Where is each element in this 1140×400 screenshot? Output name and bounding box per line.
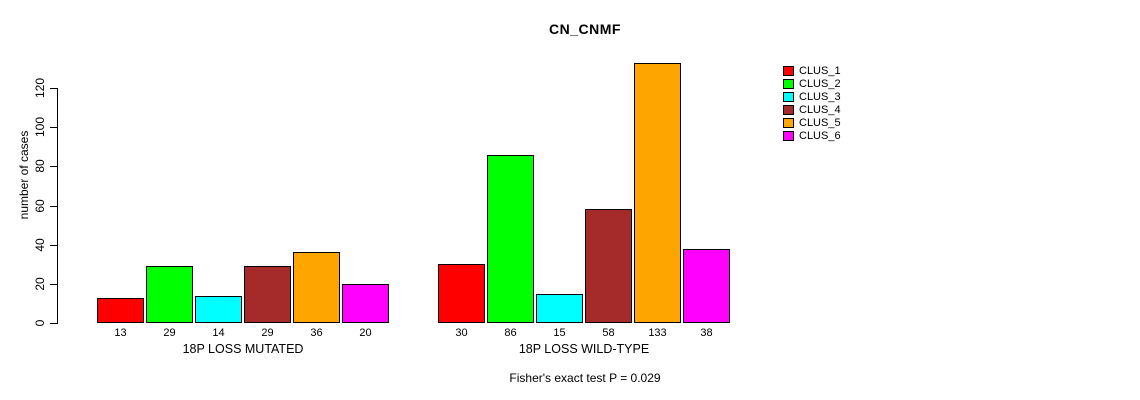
bar — [438, 264, 485, 323]
group-label-wildtype: 18P LOSS WILD-TYPE — [518, 342, 650, 356]
y-tick-mark — [50, 283, 57, 285]
legend-label: CLUS_4 — [799, 103, 841, 116]
legend-row: CLUS_2 — [783, 77, 841, 90]
bar-value-label: 13 — [114, 327, 127, 339]
bar — [634, 63, 681, 323]
legend-swatch — [783, 104, 794, 115]
bar — [97, 298, 144, 323]
y-tick-label: 20 — [33, 277, 47, 291]
y-tick-label: 0 — [33, 319, 47, 327]
bar — [536, 294, 583, 323]
footnote: Fisher's exact test P = 0.029 — [509, 371, 661, 385]
y-axis-line — [57, 88, 58, 324]
legend-row: CLUS_1 — [783, 64, 841, 77]
legend-label: CLUS_1 — [799, 64, 841, 77]
legend-row: CLUS_5 — [783, 116, 841, 129]
bar — [195, 296, 242, 323]
bar-value-label: 133 — [648, 327, 667, 339]
y-tick-label: 100 — [33, 117, 47, 138]
legend-swatch — [783, 78, 794, 89]
chart-title: CN_CNMF — [549, 21, 621, 37]
legend-swatch — [783, 65, 794, 76]
bar-value-label: 14 — [212, 327, 225, 339]
y-tick-label: 60 — [33, 198, 47, 213]
legend-label: CLUS_5 — [799, 116, 841, 129]
legend-label: CLUS_6 — [799, 129, 841, 142]
bar — [244, 266, 291, 323]
bar — [683, 249, 730, 323]
bar-value-label: 38 — [700, 327, 713, 339]
group-label-mutated: 18P LOSS MUTATED — [182, 342, 304, 356]
bar-value-label: 20 — [359, 327, 372, 339]
bar-value-label: 29 — [261, 327, 274, 339]
y-tick-mark — [50, 323, 57, 324]
legend-swatch — [783, 91, 794, 102]
bar-value-label: 30 — [455, 327, 468, 339]
bar — [146, 266, 193, 323]
legend-row: CLUS_4 — [783, 103, 841, 116]
legend-swatch — [783, 130, 794, 141]
y-tick-label: 40 — [33, 237, 47, 252]
bar-value-label: 29 — [163, 327, 176, 339]
y-tick-label: 80 — [33, 159, 47, 174]
bar — [342, 284, 389, 323]
bar — [585, 209, 632, 323]
bar-value-label: 15 — [553, 327, 566, 339]
legend-label: CLUS_3 — [799, 90, 841, 103]
bar — [487, 155, 534, 323]
y-tick-mark — [50, 244, 57, 246]
y-tick-mark — [50, 127, 57, 129]
legend-label: CLUS_2 — [799, 77, 841, 90]
bar — [293, 252, 340, 323]
bar-value-label: 36 — [310, 327, 323, 339]
y-tick-mark — [50, 205, 57, 207]
bar-value-label: 58 — [602, 327, 615, 339]
legend-row: CLUS_6 — [783, 129, 841, 142]
legend-row: CLUS_3 — [783, 90, 841, 103]
y-tick-label: 120 — [33, 77, 47, 99]
y-tick-mark — [50, 88, 57, 89]
y-axis-label: number of cases — [17, 130, 31, 220]
y-tick-mark — [50, 166, 57, 168]
legend: CLUS_1 CLUS_2 CLUS_3 CLUS_4 CLUS_5 CLUS_6 — [783, 64, 841, 142]
bar-value-label: 86 — [504, 327, 517, 339]
legend-swatch — [783, 117, 794, 128]
